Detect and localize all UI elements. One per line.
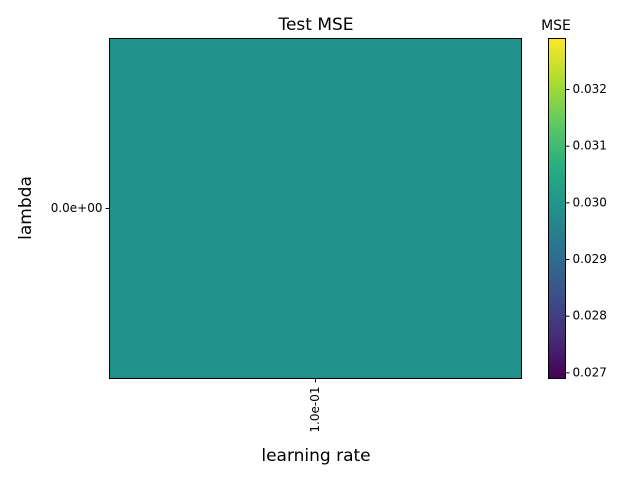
colorbar: [548, 38, 566, 379]
colorbar-label: MSE: [541, 18, 571, 34]
y-tick-label: 0.0e+00: [51, 201, 103, 215]
colorbar-tick-label: 0.029: [573, 252, 607, 266]
x-axis-ticks: 1.0e-01: [308, 378, 322, 433]
y-axis-ticks: 0.0e+00: [51, 201, 110, 215]
colorbar-ticks: 0.027 0.028 0.029 0.030 0.031 0.032: [565, 82, 607, 379]
x-axis-label: learning rate: [261, 446, 370, 466]
y-axis-label: lambda: [16, 176, 36, 240]
colorbar-tick-label: 0.030: [573, 195, 607, 209]
x-tick-label: 1.0e-01: [308, 387, 322, 433]
colorbar-tick-label: 0.032: [573, 82, 607, 96]
colorbar-tick-label: 0.028: [573, 309, 607, 323]
heatmap-cells: [109, 38, 522, 379]
chart-title: Test MSE: [277, 15, 353, 35]
heatmap-cell: [109, 38, 522, 379]
colorbar-tick-label: 0.027: [573, 365, 607, 379]
colorbar-tick-label: 0.031: [573, 139, 607, 153]
